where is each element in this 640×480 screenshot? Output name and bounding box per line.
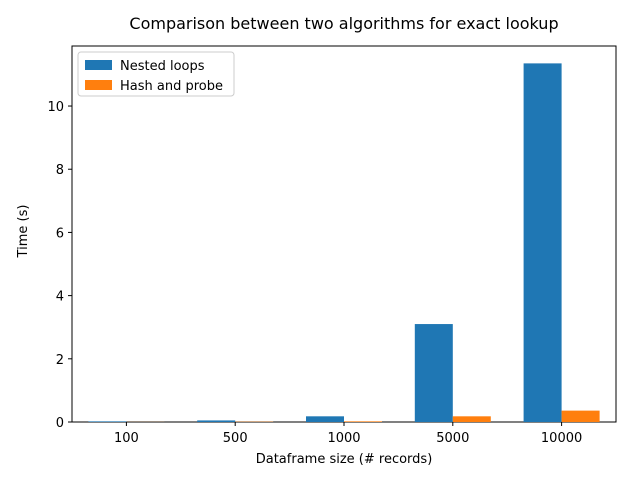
bar-nested-loops-10000 [523,63,562,423]
bar-hash-and-probe-1000 [344,421,382,422]
x-axis-title: Dataframe size (# records) [256,452,433,467]
bar-hash-and-probe-5000 [452,416,491,422]
chart-title: Comparison between two algorithms for ex… [129,14,558,33]
y-tick-label: 0 [56,416,64,431]
y-tick-label: 4 [56,290,64,305]
y-tick-label: 8 [56,163,64,178]
y-axis-title: Time (s) [16,205,31,259]
y-axis-ticks: 0 2 4 6 8 10 [47,100,72,431]
x-tick-label: 1000 [327,431,360,446]
bar-nested-loops-100 [88,421,127,422]
x-tick-label: 500 [223,431,248,446]
y-tick-label: 2 [56,353,64,368]
legend-swatch [85,60,112,70]
bars [88,63,600,423]
bar-nested-loops-500 [197,420,236,422]
bar-nested-loops-1000 [306,416,344,422]
x-tick-label: 5000 [436,431,469,446]
x-axis-ticks: 100 500 1000 5000 10000 [114,422,582,446]
legend-label: Hash and probe [120,79,223,94]
x-tick-label: 100 [114,431,139,446]
legend-swatch [85,80,112,90]
legend-box [77,51,235,97]
bar-nested-loops-5000 [414,324,453,422]
x-tick-label: 10000 [541,431,582,446]
legend-label: Nested loops [120,59,205,74]
legend: Nested loops Hash and probe [77,51,235,97]
y-tick-label: 6 [56,226,64,241]
bar-hash-and-probe-10000 [561,410,600,422]
y-tick-label: 10 [47,100,64,115]
